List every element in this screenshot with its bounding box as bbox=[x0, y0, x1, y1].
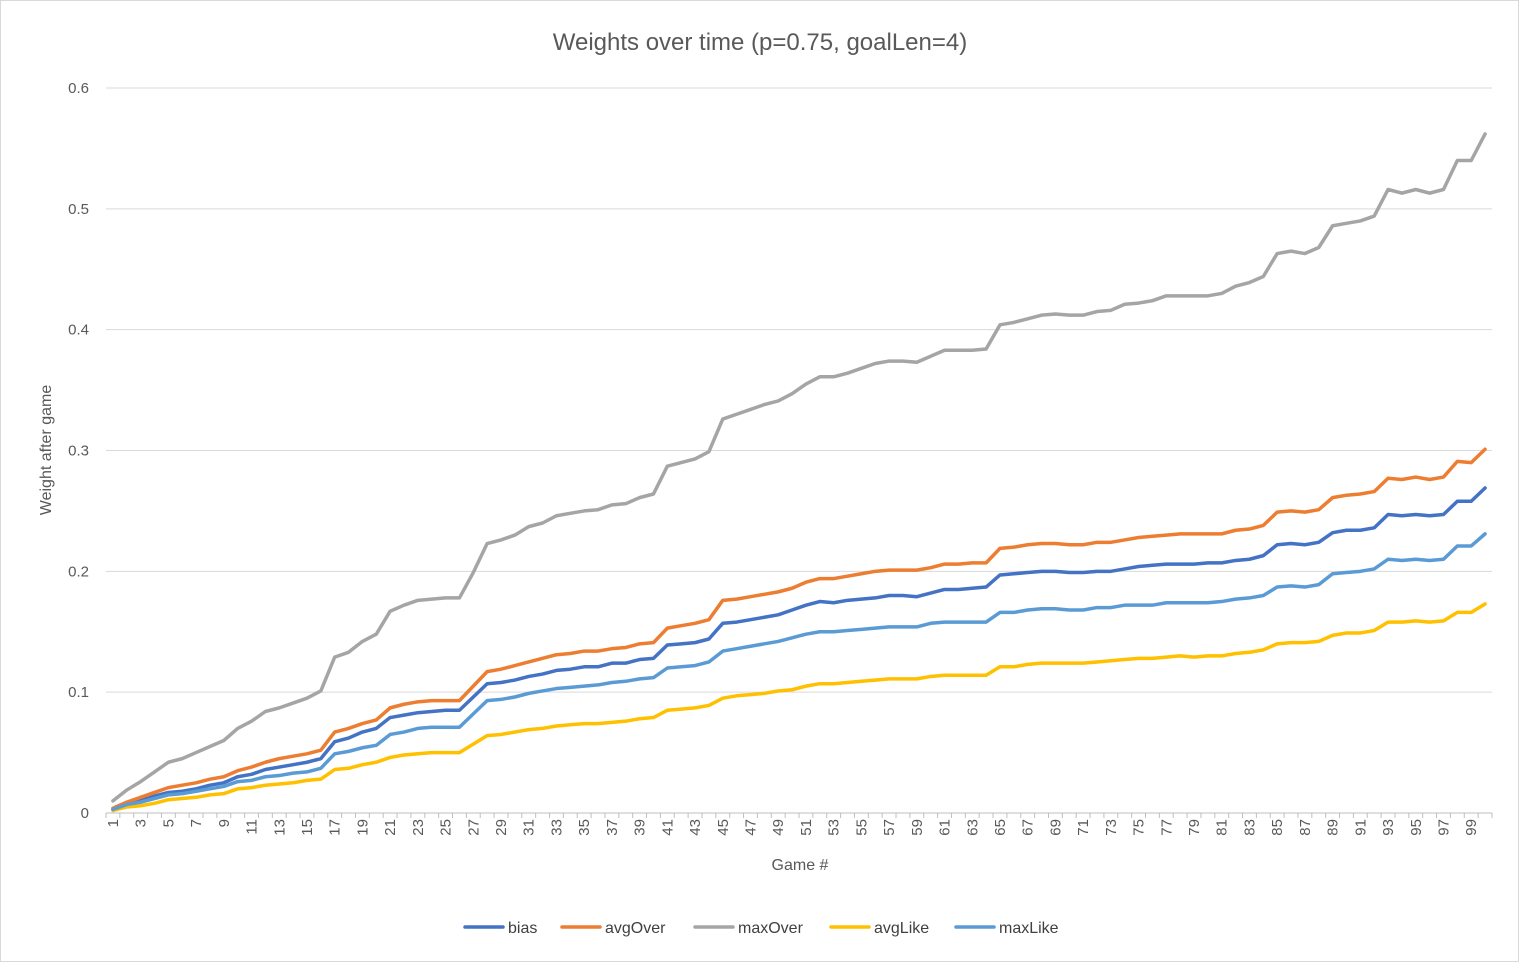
x-tick-label: 65 bbox=[992, 819, 1009, 836]
x-tick-label: 31 bbox=[521, 819, 538, 836]
x-tick-label: 69 bbox=[1047, 819, 1064, 836]
y-tick-label: 0.2 bbox=[68, 563, 89, 580]
y-axis-ticks: 0 0.1 0.2 0.3 0.4 0.5 0.6 bbox=[68, 80, 89, 822]
legend-label-maxLike: maxLike bbox=[999, 920, 1059, 937]
series-line-maxLike bbox=[111, 532, 1487, 812]
x-tick-label: 25 bbox=[438, 819, 455, 836]
x-tick-label: 19 bbox=[354, 819, 371, 836]
x-tick-label: 13 bbox=[271, 819, 288, 836]
y-tick-label: 0.5 bbox=[68, 201, 89, 218]
chart-title: Weights over time (p=0.75, goalLen=4) bbox=[553, 29, 967, 56]
x-tick-label: 41 bbox=[659, 819, 676, 836]
x-tick-label: 79 bbox=[1186, 819, 1203, 836]
x-tick-label: 27 bbox=[465, 819, 482, 836]
x-tick-label: 37 bbox=[604, 819, 621, 836]
x-tick-label: 93 bbox=[1380, 819, 1397, 836]
x-tick-label: 45 bbox=[715, 819, 732, 836]
x-tick-label: 35 bbox=[576, 819, 593, 836]
x-tick-label: 61 bbox=[937, 819, 954, 836]
y-tick-label: 0.6 bbox=[68, 80, 89, 97]
x-tick-label: 55 bbox=[853, 819, 870, 836]
x-tick-label: 43 bbox=[687, 819, 704, 836]
legend-label-maxOver: maxOver bbox=[738, 920, 804, 937]
x-tick-label: 73 bbox=[1103, 819, 1120, 836]
x-tick-label: 17 bbox=[327, 819, 344, 836]
x-tick-label: 95 bbox=[1408, 819, 1425, 836]
x-tick-label: 87 bbox=[1297, 819, 1314, 836]
x-tick-label: 89 bbox=[1325, 819, 1342, 836]
series-line-maxOver bbox=[111, 132, 1487, 803]
legend-label-avgLike: avgLike bbox=[874, 920, 929, 937]
x-tick-label: 57 bbox=[881, 819, 898, 836]
x-tick-label: 91 bbox=[1352, 819, 1369, 836]
gridlines bbox=[106, 87, 1492, 814]
x-tick-label: 39 bbox=[632, 819, 649, 836]
x-tick-label: 75 bbox=[1131, 819, 1148, 836]
legend-label-avgOver: avgOver bbox=[605, 920, 666, 937]
y-axis-title: Weight after game bbox=[38, 385, 55, 516]
y-tick-label: 0.3 bbox=[68, 443, 89, 460]
legend-label-bias: bias bbox=[508, 920, 537, 937]
x-axis-ticks: 1 3 5 7 9 11 13 15 17 19 21 23 25 27 29 31 33 35 37 39 41 43 4… bbox=[105, 813, 1493, 836]
series-line-avgOver bbox=[111, 447, 1487, 810]
x-tick-label: 51 bbox=[798, 819, 815, 836]
series-line-bias bbox=[111, 486, 1487, 812]
series-lines bbox=[111, 132, 1487, 813]
x-tick-label: 3 bbox=[133, 819, 150, 827]
legend: bias avgOver maxOver avgLike maxLike bbox=[463, 920, 1059, 937]
x-tick-label: 49 bbox=[770, 819, 787, 836]
x-tick-label: 47 bbox=[742, 819, 759, 836]
x-tick-label: 81 bbox=[1214, 819, 1231, 836]
x-tick-label: 33 bbox=[548, 819, 565, 836]
y-tick-label: 0.1 bbox=[68, 684, 89, 701]
x-tick-label: 59 bbox=[909, 819, 926, 836]
x-tick-label: 21 bbox=[382, 819, 399, 836]
x-tick-label: 85 bbox=[1269, 819, 1286, 836]
x-tick-label: 29 bbox=[493, 819, 510, 836]
x-tick-label: 67 bbox=[1020, 819, 1037, 836]
x-tick-label: 71 bbox=[1075, 819, 1092, 836]
x-tick-label: 11 bbox=[244, 819, 261, 835]
series-line-avgLike bbox=[111, 602, 1487, 813]
x-tick-label: 99 bbox=[1463, 819, 1480, 836]
x-tick-label: 97 bbox=[1435, 819, 1452, 836]
x-tick-label: 7 bbox=[188, 819, 205, 827]
x-tick-label: 53 bbox=[826, 819, 843, 836]
x-tick-label: 83 bbox=[1241, 819, 1258, 836]
x-tick-label: 77 bbox=[1158, 819, 1175, 836]
x-tick-label: 23 bbox=[410, 819, 427, 836]
x-tick-label: 5 bbox=[160, 819, 177, 827]
y-tick-label: 0 bbox=[81, 805, 89, 822]
x-tick-label: 9 bbox=[216, 819, 233, 827]
x-tick-label: 1 bbox=[105, 819, 122, 827]
x-tick-label: 63 bbox=[964, 819, 981, 836]
x-tick-label: 15 bbox=[299, 819, 316, 836]
y-tick-label: 0.4 bbox=[68, 322, 89, 339]
x-axis-title: Game # bbox=[772, 857, 829, 874]
